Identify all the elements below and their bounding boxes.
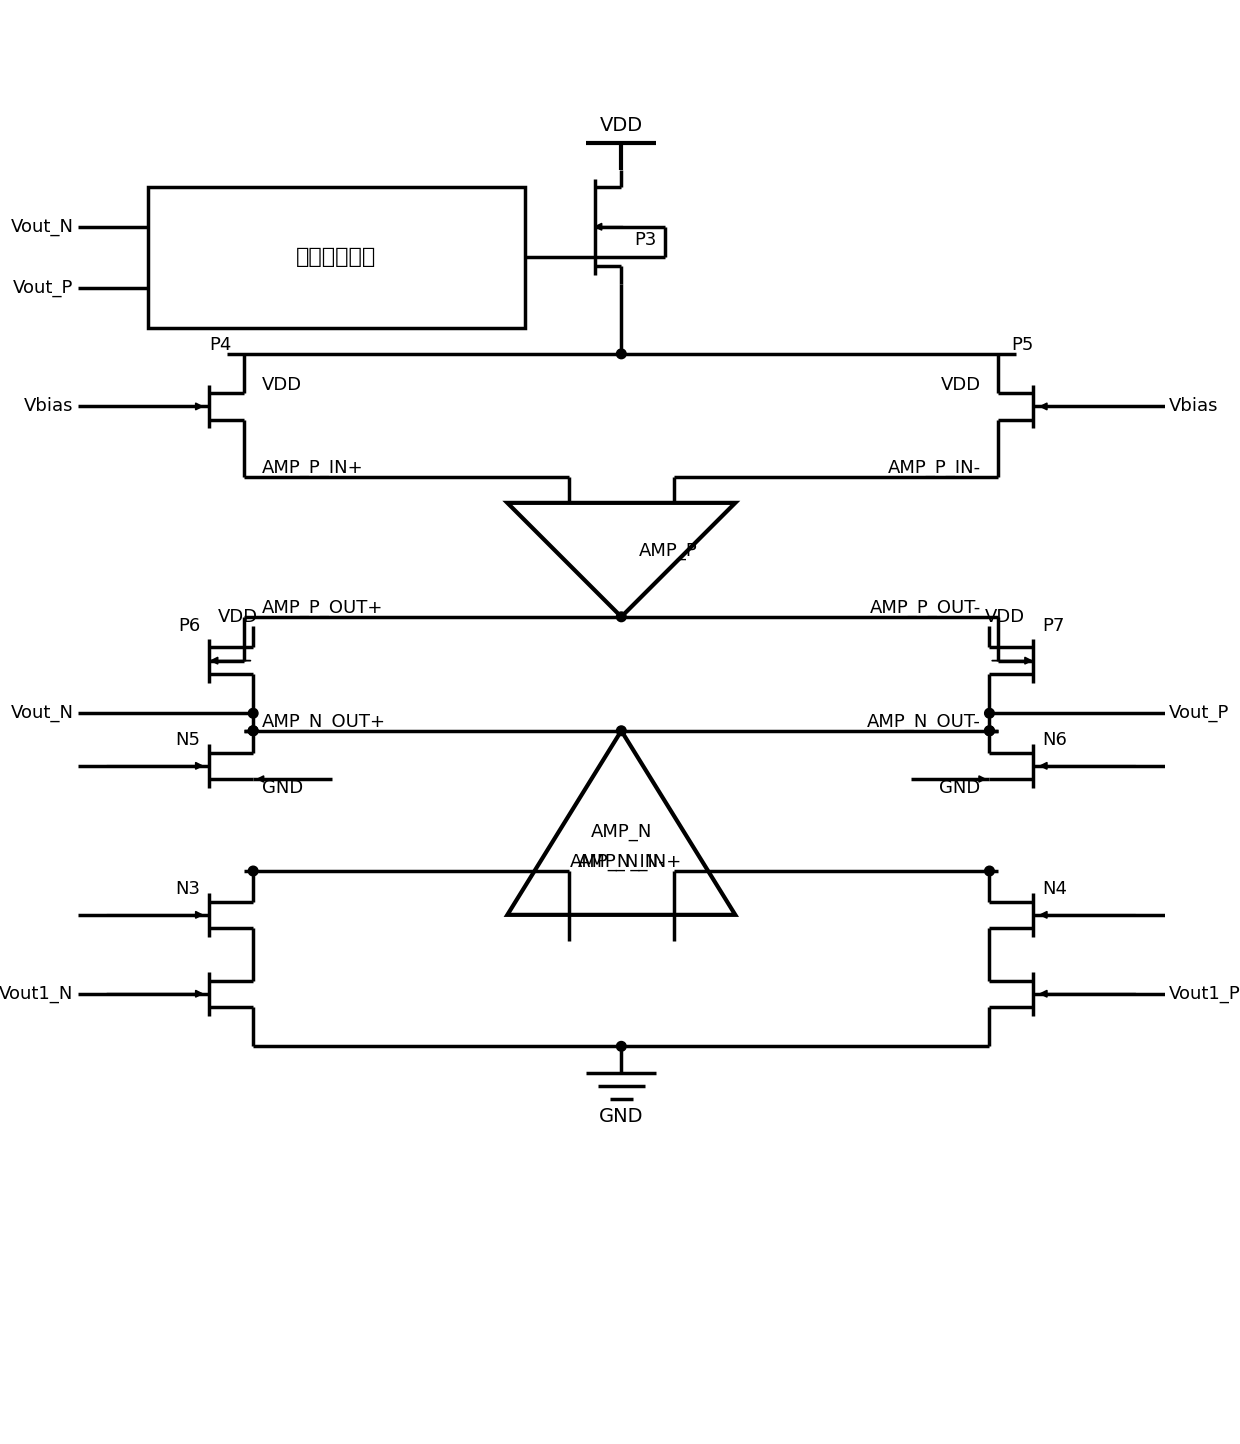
Text: AMP_N_OUT+: AMP_N_OUT+	[262, 713, 386, 731]
Circle shape	[616, 349, 626, 358]
Text: P5: P5	[1011, 336, 1033, 354]
Text: 共模反馈电路: 共模反馈电路	[296, 247, 377, 267]
Circle shape	[248, 866, 258, 877]
Text: Vout1_N: Vout1_N	[0, 985, 73, 1002]
Text: Vout1_P: Vout1_P	[1169, 985, 1240, 1002]
Circle shape	[985, 866, 994, 877]
Text: AMP_P_IN+: AMP_P_IN+	[262, 459, 363, 477]
Bar	[148, 188, 525, 328]
Text: Vbias: Vbias	[1169, 397, 1219, 416]
Text: AMP_P_OUT-: AMP_P_OUT-	[869, 599, 981, 617]
Text: AMP_P_IN-: AMP_P_IN-	[888, 459, 981, 477]
Circle shape	[248, 726, 258, 735]
Circle shape	[985, 709, 994, 718]
Text: AMP_N_OUT-: AMP_N_OUT-	[867, 713, 981, 731]
Circle shape	[985, 726, 994, 735]
Text: P3: P3	[635, 231, 657, 248]
Text: VDD: VDD	[600, 117, 642, 136]
Text: Vout_P: Vout_P	[14, 279, 73, 297]
Text: VDD: VDD	[218, 608, 258, 625]
Text: N5: N5	[176, 731, 201, 748]
Text: AMP_N_IN+: AMP_N_IN+	[578, 853, 682, 871]
Circle shape	[616, 1041, 626, 1051]
Circle shape	[985, 726, 994, 735]
Text: P6: P6	[179, 617, 201, 634]
Text: Vout_P: Vout_P	[1169, 705, 1230, 722]
Circle shape	[616, 612, 626, 621]
Text: VDD: VDD	[262, 375, 303, 394]
Text: VDD: VDD	[941, 375, 981, 394]
Text: AMP_N_IN-: AMP_N_IN-	[569, 853, 665, 871]
Text: GND: GND	[599, 1108, 644, 1126]
Text: Vbias: Vbias	[24, 397, 73, 416]
Text: Vout_N: Vout_N	[10, 218, 73, 235]
Circle shape	[616, 726, 626, 735]
Circle shape	[248, 726, 258, 735]
Text: Vout_N: Vout_N	[10, 705, 73, 722]
Text: AMP_P_OUT+: AMP_P_OUT+	[262, 599, 383, 617]
Text: P4: P4	[210, 336, 232, 354]
Text: P7: P7	[1042, 617, 1064, 634]
Text: AMP_P: AMP_P	[639, 542, 698, 560]
Text: GND: GND	[262, 778, 303, 797]
Text: GND: GND	[940, 778, 981, 797]
Circle shape	[248, 709, 258, 718]
Text: VDD: VDD	[985, 608, 1024, 625]
Text: N6: N6	[1042, 731, 1066, 748]
Text: AMP_N: AMP_N	[590, 823, 652, 840]
Text: N3: N3	[176, 879, 201, 898]
Text: N4: N4	[1042, 879, 1068, 898]
